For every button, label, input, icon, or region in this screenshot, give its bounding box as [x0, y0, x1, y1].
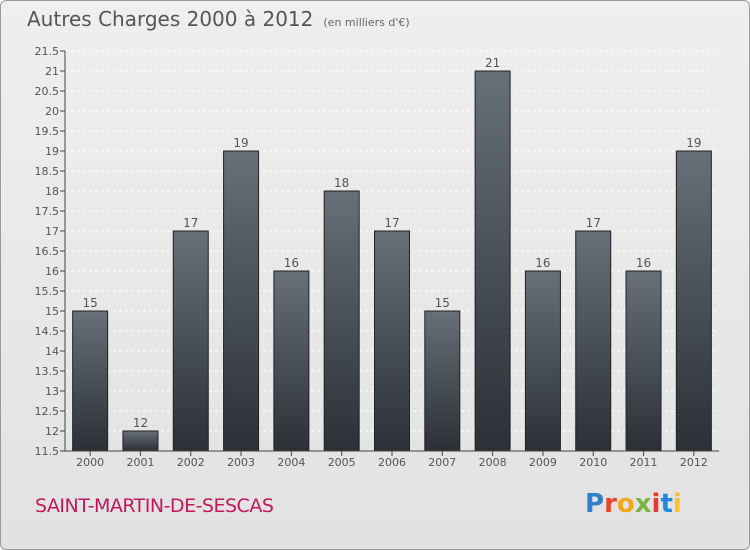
- y-tick-label: 21: [45, 65, 59, 78]
- y-tick-label: 16: [45, 265, 59, 278]
- y-tick-label: 13: [45, 385, 59, 398]
- data-label-2011: 16: [636, 256, 651, 270]
- bar-2004: [273, 270, 310, 452]
- y-tick-label: 14: [45, 345, 59, 358]
- data-label-2005: 18: [334, 176, 349, 190]
- chart-title-text: Autres Charges 2000 à 2012: [27, 7, 314, 31]
- bar-2000: [72, 310, 109, 452]
- bar-2010: [575, 230, 612, 452]
- y-tick-label: 18: [45, 185, 59, 198]
- x-tick-label-2008: 2008: [479, 456, 507, 469]
- x-tick-label-2006: 2006: [378, 456, 406, 469]
- chart-subtitle: (en milliers d'€): [323, 16, 410, 29]
- data-label-2000: 15: [83, 296, 98, 310]
- x-tick-label-2012: 2012: [680, 456, 708, 469]
- data-label-2012: 19: [686, 136, 701, 150]
- y-tick-label: 13.5: [35, 365, 60, 378]
- bar-2005: [323, 190, 360, 452]
- y-tick-label: 17: [45, 225, 59, 238]
- data-label-2003: 19: [233, 136, 248, 150]
- x-tick-label-2001: 2001: [126, 456, 154, 469]
- data-label-2009: 16: [535, 256, 550, 270]
- bar-2012: [675, 150, 712, 452]
- x-tick-label-2003: 2003: [227, 456, 255, 469]
- chart-title: Autres Charges 2000 à 2012 (en milliers d…: [27, 7, 410, 31]
- y-tick-label: 20: [45, 105, 59, 118]
- bar-2011: [625, 270, 662, 452]
- data-label-2010: 17: [586, 216, 601, 230]
- y-tick-label: 19: [45, 145, 59, 158]
- bars: [72, 70, 712, 452]
- data-label-2008: 21: [485, 56, 500, 70]
- bar-2001: [122, 430, 159, 452]
- y-tick-label: 16.5: [35, 245, 60, 258]
- data-labels: 15 12 17 19 16 18 17 15 21 16 17 16 19: [83, 56, 702, 430]
- y-tick-label: 11.5: [35, 445, 60, 458]
- x-tick-label-2005: 2005: [328, 456, 356, 469]
- y-tick-label: 15.5: [35, 285, 60, 298]
- bar-2009: [524, 270, 561, 452]
- y-tick-label: 21.5: [35, 45, 60, 58]
- data-label-2002: 17: [183, 216, 198, 230]
- x-tick-label-2007: 2007: [428, 456, 456, 469]
- bar-2002: [172, 230, 209, 452]
- y-tick-label: 18.5: [35, 165, 60, 178]
- data-label-2007: 15: [435, 296, 450, 310]
- bar-2008: [474, 70, 511, 452]
- x-tick-label-2004: 2004: [277, 456, 305, 469]
- data-label-2004: 16: [284, 256, 299, 270]
- x-tick-label-2002: 2002: [177, 456, 205, 469]
- y-tick-label: 12.5: [35, 405, 60, 418]
- x-tick-label-2009: 2009: [529, 456, 557, 469]
- x-tick-label-2011: 2011: [630, 456, 658, 469]
- town-name: SAINT-MARTIN-DE-SESCAS: [35, 495, 274, 517]
- x-axis-ticks: 2000 2001 2002 2003 2004 2005 2006 2007 2008 2009…: [65, 450, 719, 469]
- proxiti-logo: Proxiti: [585, 489, 682, 519]
- data-label-2001: 12: [133, 416, 148, 430]
- y-axis-ticks: 11.5 12 12.5 13 13.5 14 14.5 15 15.5 16 16.5 17 17.5…: [35, 45, 66, 458]
- data-label-2006: 17: [384, 216, 399, 230]
- y-tick-label: 17.5: [35, 205, 60, 218]
- bar-2006: [374, 230, 410, 452]
- bar-2007: [424, 310, 461, 452]
- bar-2003: [223, 150, 260, 452]
- y-tick-label: 14.5: [35, 325, 60, 338]
- x-tick-label-2000: 2000: [76, 456, 104, 469]
- x-tick-label-2010: 2010: [579, 456, 607, 469]
- y-tick-label: 19.5: [35, 125, 60, 138]
- y-tick-label: 15: [45, 305, 59, 318]
- y-tick-label: 20.5: [35, 85, 60, 98]
- y-tick-label: 12: [45, 425, 59, 438]
